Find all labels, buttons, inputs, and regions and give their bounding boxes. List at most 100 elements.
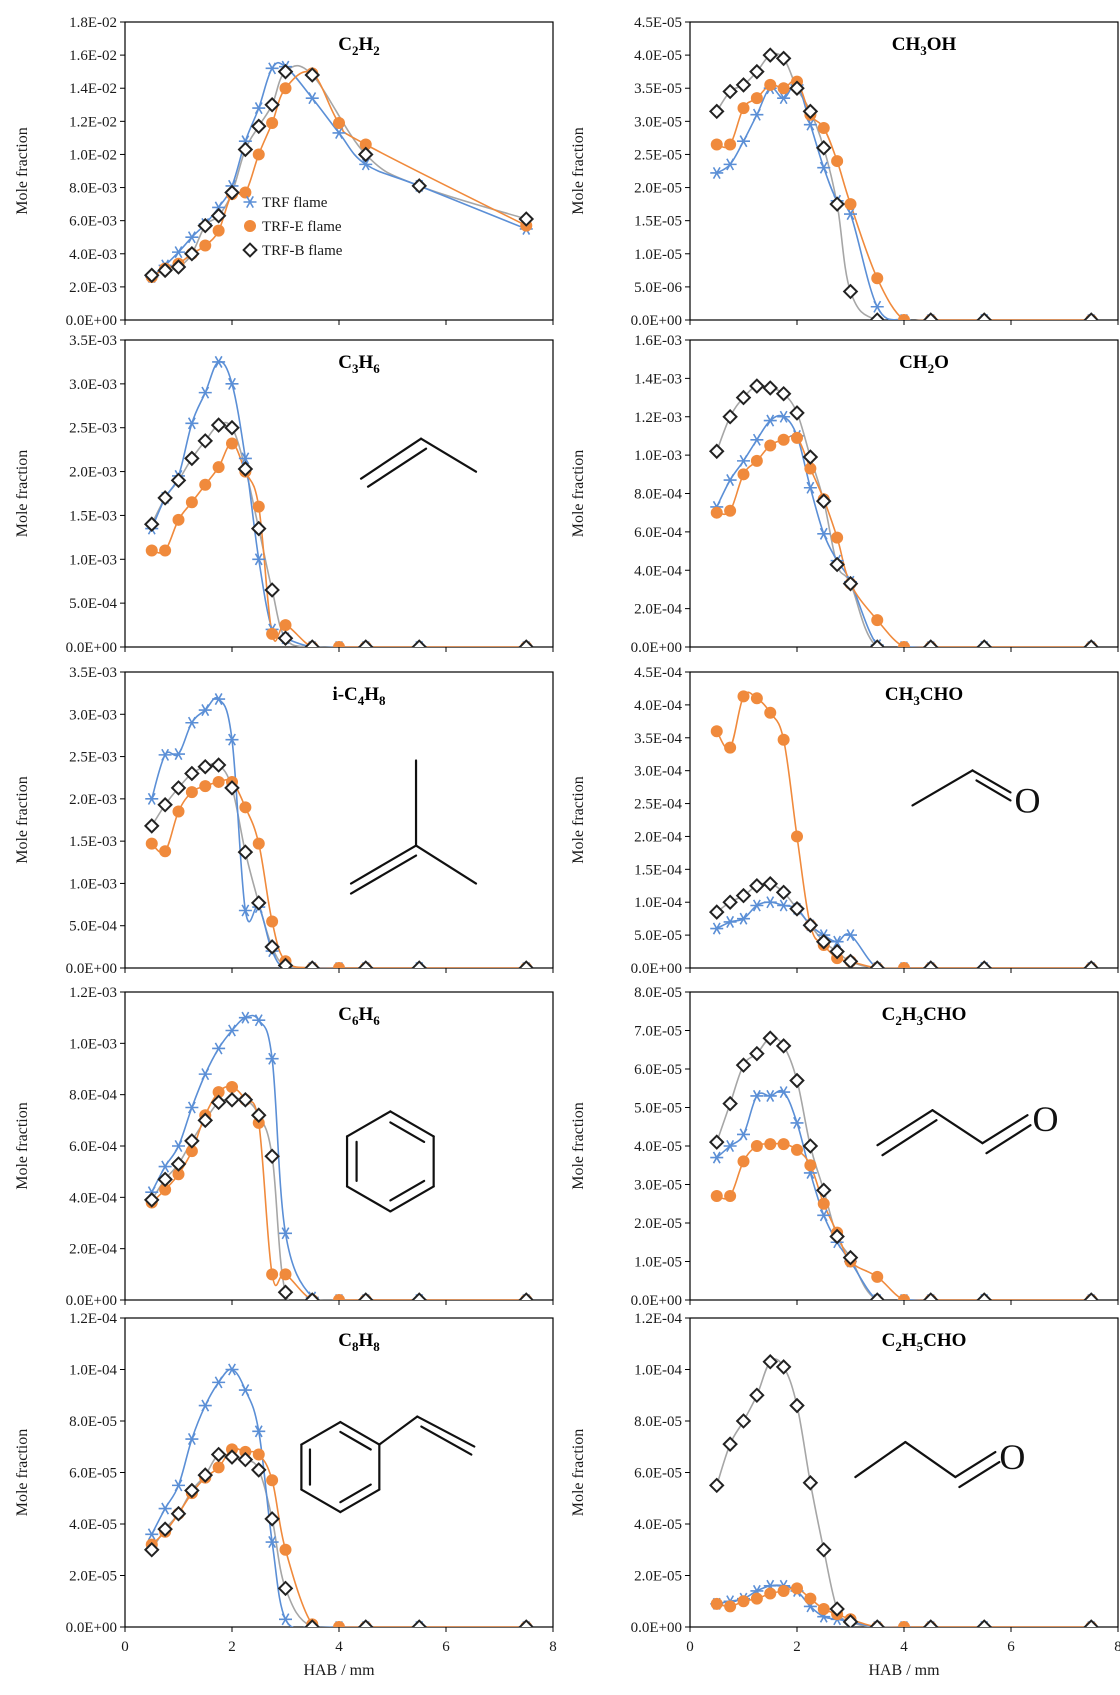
trf-e-point [764, 1587, 777, 1600]
title-text: H [358, 352, 373, 373]
trf-point [723, 474, 737, 487]
trf-b-point [304, 1619, 321, 1627]
trf-e-point [333, 1621, 345, 1627]
trf-b-point [842, 1249, 859, 1266]
title-text: C [338, 34, 352, 55]
trf-e-point [279, 82, 292, 95]
title-text: CH [885, 684, 914, 705]
bond-line [389, 1179, 426, 1202]
y-tick-label: 3.5E-04 [634, 731, 682, 747]
y-tick-label: 1.4E-03 [634, 371, 682, 387]
y-tick-label: 1.2E-03 [69, 985, 117, 1001]
trf-e-point [159, 1183, 172, 1196]
trf-point [198, 386, 212, 399]
bond-line [389, 1110, 435, 1138]
y-tick-label: 1.0E-03 [634, 448, 682, 464]
trf-b-point [815, 1541, 832, 1558]
trf-b-point [775, 385, 792, 402]
trf-b-point [237, 461, 254, 477]
y-tick-label: 0.0E+00 [631, 1293, 682, 1309]
trf-b-point [708, 904, 725, 920]
trf-point [817, 1209, 831, 1222]
trf-e-point [724, 741, 737, 754]
trf-e-point [791, 830, 803, 843]
trf-e-point [871, 1270, 884, 1283]
bond-line [971, 769, 1012, 794]
trf-b-point [976, 960, 993, 968]
trf-e-point [159, 845, 172, 858]
y-tick-label: 3.0E-04 [634, 764, 682, 780]
trf-b-point [735, 77, 752, 93]
trf-point [723, 1139, 737, 1153]
y-tick-label: 2.5E-03 [69, 421, 117, 437]
trf-b-point [237, 844, 254, 860]
y-axis-label: Mole fraction [570, 1102, 587, 1190]
trf-e-point [764, 439, 777, 452]
trf-b-point [143, 267, 160, 284]
trf-b-point [922, 960, 939, 968]
trf-b-point [157, 490, 173, 506]
trf-e-point [777, 1138, 790, 1151]
series-line-trf-e-flame [716, 79, 1092, 320]
trf-b-point [357, 1292, 374, 1300]
trf-b-point [264, 1511, 280, 1527]
series-line-trf-flame [150, 697, 527, 968]
trf-b-point [815, 140, 832, 156]
trf-b-point [789, 1072, 805, 1089]
trf-e-point [724, 504, 737, 517]
y-tick-label: 8.0E-04 [634, 487, 682, 503]
trf-e-point [750, 92, 763, 105]
trf-e-point [791, 1582, 803, 1595]
trf-b-point [170, 259, 187, 275]
trf-e-point [710, 138, 723, 151]
y-axis-label: Mole fraction [14, 1429, 31, 1517]
trf-b-point [277, 630, 294, 647]
trf-b-point [277, 1284, 294, 1300]
trf-b-point [922, 639, 939, 647]
x-tick-label: 2 [228, 1639, 236, 1655]
title-subscript: 3 [917, 1013, 924, 1028]
bond-line [345, 1185, 392, 1213]
trf-e-point [212, 1086, 225, 1099]
trf-b-point [802, 103, 819, 120]
trf-e-point [266, 116, 279, 129]
trf-b-point [184, 245, 200, 262]
bond-line [389, 1185, 435, 1213]
y-tick-label: 4.5E-04 [634, 665, 682, 681]
bond-line [339, 1488, 381, 1514]
y-tick-label: 3.0E-05 [634, 114, 682, 130]
trf-b-point [157, 1521, 173, 1537]
trf-e-point [791, 431, 803, 444]
y-tick-label: 1.5E-03 [69, 508, 117, 524]
trf-point [279, 1613, 292, 1626]
trf-e-point [252, 148, 265, 161]
trf-b-point [237, 1092, 254, 1108]
panel-title: CH3CHO [885, 684, 963, 708]
trf-e-point [710, 1190, 723, 1203]
chart-panel-7: 0.0E+00 2.0E-04 4.0E-04 6.0E-04 8.0E-04 1.0E-… [14, 985, 554, 1309]
y-tick-label: 1.2E-04 [69, 1311, 117, 1327]
trf-b-point [250, 520, 267, 537]
trf-e-point [333, 962, 345, 968]
trf-b-point [842, 283, 859, 300]
trf-b-point [224, 780, 240, 796]
y-axis-label: Mole fraction [14, 127, 31, 215]
trf-b-point [829, 1228, 845, 1245]
trf-b-point [357, 146, 374, 163]
trf-e-point [226, 1080, 238, 1093]
bond-line [954, 1450, 997, 1479]
series-group [708, 1353, 1100, 1627]
bond-line [300, 1488, 342, 1514]
trf-b-point [170, 1505, 187, 1522]
trf-point [238, 1384, 252, 1397]
trf-b-point [722, 1095, 738, 1112]
trf-point [817, 527, 831, 540]
trf-b-point [976, 639, 993, 647]
trf-e-point [199, 239, 212, 252]
trf-e-point [777, 433, 790, 446]
trf-b-point [224, 419, 240, 436]
x-tick-label: 0 [686, 1639, 694, 1655]
y-tick-label: 1.2E-03 [634, 410, 682, 426]
trf-point [238, 904, 252, 917]
propene-structure [359, 437, 478, 488]
